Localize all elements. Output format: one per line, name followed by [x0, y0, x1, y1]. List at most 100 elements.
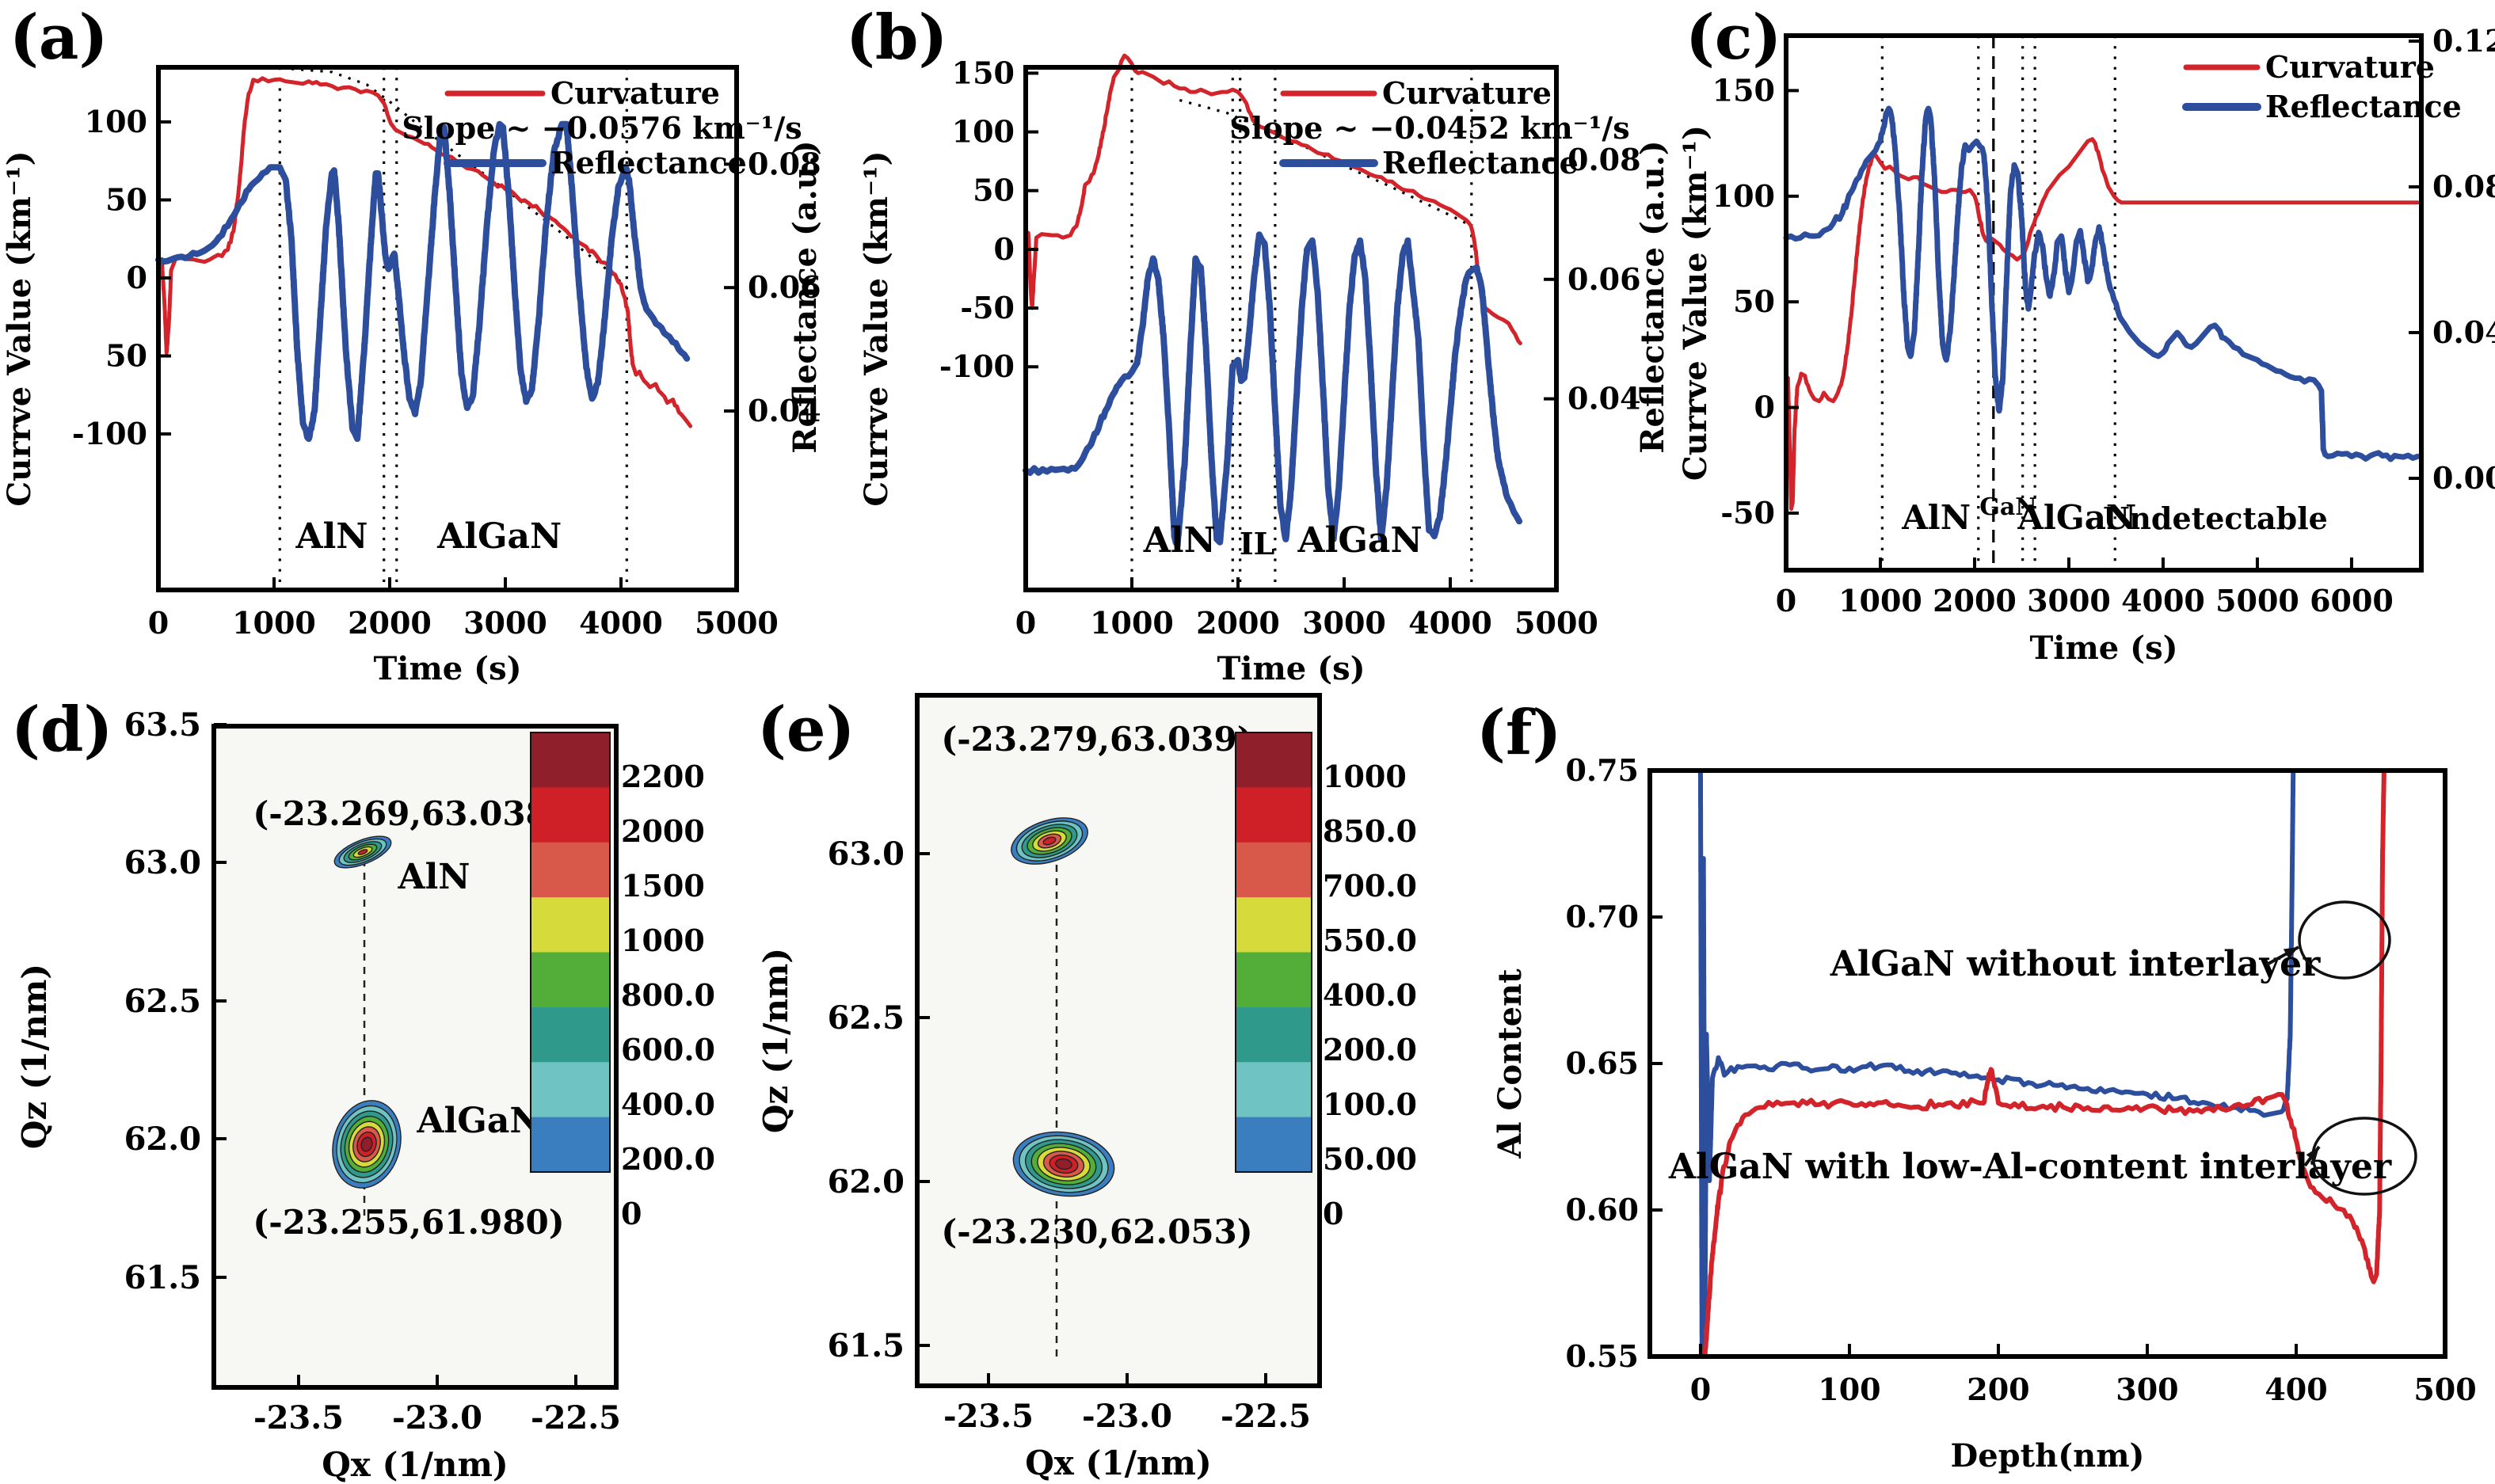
- svg-text:3000: 3000: [2027, 583, 2111, 618]
- svg-text:2000: 2000: [1933, 583, 2017, 618]
- algan-with-interlayer-series: [1702, 768, 2386, 1359]
- legend-label: Reflectance: [550, 145, 747, 181]
- colorbar-label: 800.0: [621, 977, 715, 1013]
- svg-text:50: 50: [1733, 283, 1775, 319]
- panel-d-rsm-map: (d) (-23.269,63.038) AlN (-23.255,61.980) A…: [0, 689, 737, 1484]
- panel-f-al-content-chart: (f) 0 100 200 300 400 500 Depth(nm) 0.75 0.70 0.6…: [1473, 689, 2495, 1484]
- panel-c-curvature-reflectance-chart: (c) 0 1000 2000 3000 4000 5000 6000 Time (s) 150…: [1679, 0, 2495, 689]
- region-label-algan: AlGaN: [1297, 520, 1423, 561]
- svg-text:0.06: 0.06: [748, 269, 821, 305]
- AlGaN-peak: [1012, 1131, 1115, 1197]
- svg-text:150: 150: [952, 55, 1015, 90]
- axes: -23.5 -23.0 -22.5 Qx (1/nm) 63.5 63.0 62.5 62.0…: [15, 706, 621, 1484]
- colorbar-label: 850.0: [1323, 813, 1417, 849]
- svg-text:1000: 1000: [232, 605, 316, 641]
- reflectance-series: [155, 120, 691, 443]
- region-label-algan: AlGaN: [436, 516, 562, 557]
- region-label-gan: GaN: [1979, 493, 2036, 521]
- svg-text:0.04: 0.04: [2432, 314, 2495, 350]
- svg-text:100: 100: [85, 104, 147, 139]
- legend: Curvature Reflectance: [2182, 49, 2462, 124]
- svg-text:61.5: 61.5: [828, 1327, 905, 1364]
- region-label-il: IL: [1240, 526, 1275, 561]
- colorbar-label: 1000: [621, 923, 705, 958]
- curvature-series: [1023, 53, 1522, 345]
- svg-text:200: 200: [1967, 1372, 2029, 1407]
- peak-label-aln: AlN: [397, 857, 470, 897]
- svg-text:0.08: 0.08: [748, 146, 821, 181]
- svg-text:-50: -50: [960, 290, 1015, 325]
- colorbar-label: 2200: [621, 759, 705, 794]
- plot-border: [156, 65, 739, 592]
- axes: 0 1000 2000 3000 4000 5000 6000 Time (s) 150 100 5…: [1679, 23, 2495, 667]
- colorbar: 1000 850.0 700.0 550.0 400.0 200.0 100.0 50.00 0: [1235, 732, 1417, 1231]
- axes: 0 100 200 300 400 500 Depth(nm) 0.75 0.70 0.65 0.6…: [1491, 752, 2477, 1474]
- svg-text:50: 50: [973, 173, 1015, 208]
- legend-label: Reflectance: [1382, 145, 1579, 181]
- svg-text:6000: 6000: [2310, 583, 2394, 618]
- svg-text:50: 50: [105, 181, 147, 217]
- svg-text:5000: 5000: [2215, 583, 2299, 618]
- svg-text:300: 300: [2116, 1372, 2178, 1407]
- svg-text:50: 50: [105, 337, 147, 373]
- plot-area: [155, 65, 739, 592]
- svg-text:150: 150: [1712, 72, 1775, 108]
- plot-border: [1647, 768, 2447, 1359]
- svg-text:100: 100: [952, 114, 1015, 150]
- colorbar-label: 1500: [621, 868, 705, 904]
- legend-label: Curvature: [550, 75, 720, 111]
- peak-coordinates: (-23.279,63.039): [941, 720, 1252, 759]
- colorbar-label: 400.0: [1323, 977, 1417, 1013]
- y-axis-title: Qz (1/nm): [15, 964, 54, 1149]
- svg-text:-100: -100: [72, 416, 147, 451]
- region-label-algan: AlGaN: [2017, 498, 2136, 537]
- svg-text:0: 0: [994, 231, 1015, 267]
- y-axis-title: Currve Value (km⁻¹): [858, 150, 895, 506]
- curvature-series: [1784, 137, 2124, 512]
- svg-text:0: 0: [1776, 583, 1796, 618]
- legend-label: Curvature: [2265, 49, 2435, 85]
- svg-text:0.08: 0.08: [2432, 169, 2495, 204]
- annotation-text: AlGaN with low-Al-content interlayer: [1668, 1147, 2392, 1187]
- plot-border: [915, 693, 1322, 1388]
- svg-text:0: 0: [1690, 1372, 1711, 1407]
- x-axis-title: Qx (1/nm): [1025, 1444, 1212, 1482]
- svg-text:0: 0: [127, 260, 147, 295]
- panel-f-canvas: 0 100 200 300 400 500 Depth(nm) 0.75 0.70 0.65 0.6…: [1491, 752, 2477, 1474]
- svg-text:0.60: 0.60: [1565, 1192, 1639, 1227]
- svg-text:0.65: 0.65: [1565, 1045, 1639, 1081]
- x-axis-title: Depth(nm): [1951, 1437, 2145, 1474]
- y-axis-title: Currve Value (km⁻¹): [1, 150, 38, 506]
- svg-text:5000: 5000: [695, 605, 779, 641]
- plot-border: [1023, 65, 1559, 592]
- svg-text:62.5: 62.5: [124, 983, 201, 1020]
- AlN-peak: [1011, 817, 1088, 865]
- peak-coordinates: (-23.255,61.980): [253, 1203, 564, 1242]
- panel-a-canvas: 0 1000 2000 3000 4000 5000 Time (s) 100 50 0 50 -10…: [1, 65, 824, 687]
- svg-text:63.0: 63.0: [124, 844, 201, 881]
- annotation-text: AlGaN without interlayer: [1830, 944, 2321, 984]
- region-label-undetectable: Undetectable: [2103, 500, 2328, 536]
- svg-text:-100: -100: [939, 348, 1015, 384]
- panel-c-tag: (c): [1686, 2, 1782, 74]
- panel-b-canvas: 0 1000 2000 3000 4000 5000 Time (s) 150 100 50 0 -5…: [858, 53, 1671, 687]
- svg-text:100: 100: [1818, 1372, 1880, 1407]
- reflectance-series: [1023, 231, 1523, 549]
- panel-a-tag: (a): [10, 2, 109, 74]
- svg-text:-22.5: -22.5: [531, 1399, 621, 1436]
- colorbar-label: 200.0: [621, 1141, 715, 1177]
- svg-text:62.0: 62.0: [828, 1163, 905, 1201]
- colorbar-label: 0: [1323, 1196, 1343, 1231]
- curvature-series: [156, 76, 693, 428]
- panel-e-canvas: (-23.279,63.039)(-23.230,62.053)-23.5 -23…: [756, 693, 1417, 1482]
- svg-text:2000: 2000: [1196, 605, 1280, 641]
- legend-label: Reflectance: [2265, 89, 2462, 124]
- panel-a-curvature-reflectance-chart: (a) 0 1000 2000 3000 4000 5000 Time (s) 100 50 0 5…: [0, 0, 840, 689]
- right-axis-title: Reflectance (a.u.): [787, 140, 824, 454]
- plot-area: [1647, 768, 2447, 1359]
- svg-text:100: 100: [1712, 178, 1775, 214]
- colorbar-label: 700.0: [1323, 868, 1417, 904]
- svg-text:-23.0: -23.0: [1082, 1398, 1172, 1435]
- svg-text:0.04: 0.04: [748, 393, 821, 428]
